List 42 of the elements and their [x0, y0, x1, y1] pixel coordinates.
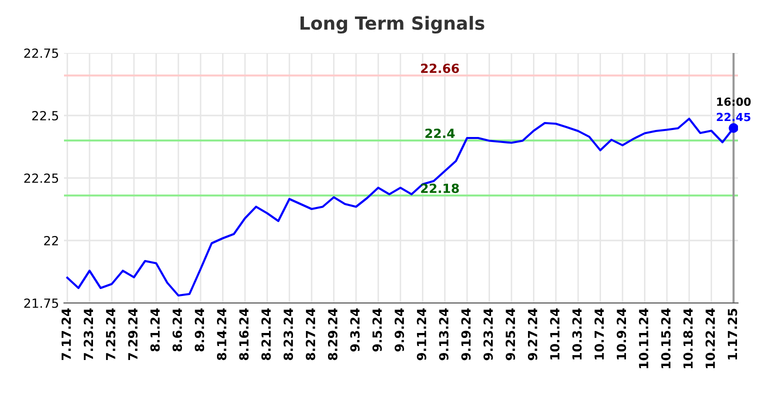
x-tick-label: 10.18.24: [683, 308, 693, 368]
y-tick-label: 22.75: [24, 48, 58, 58]
x-tick-label: 7.29.24: [128, 308, 138, 360]
x-tick-label: 9.13.24: [439, 308, 448, 360]
ref-line-label: 22.66: [421, 64, 459, 74]
x-tick-label: 9.19.24: [461, 308, 471, 360]
x-tick-label: 8.16.24: [239, 308, 249, 360]
chart-title: Long Term Signals: [300, 16, 484, 34]
x-tick-label: 1.17.25: [728, 308, 738, 360]
x-tick-label: 10.15.24: [661, 308, 671, 368]
x-tick-label: 9.27.24: [528, 308, 538, 360]
x-tick-label: 7.23.24: [84, 308, 94, 360]
x-tick-label: 8.23.24: [284, 308, 294, 360]
annotation: 16:00: [717, 98, 751, 106]
y-tick-label: 21.75: [24, 298, 58, 308]
x-tick-label: 9.23.24: [483, 308, 493, 360]
x-tick-label: 8.14.24: [216, 308, 226, 360]
x-tick-label: 10.9.24: [616, 308, 626, 360]
x-tick-label: 10.11.24: [638, 308, 648, 368]
x-tick-label: 8.9.24: [194, 308, 204, 352]
x-tick-label: 9.11.24: [416, 308, 426, 360]
y-tick-label: 22.25: [24, 173, 58, 183]
y-tick-label: 22: [44, 236, 58, 246]
x-tick-label: 10.3.24: [572, 308, 582, 360]
x-tick-label: 9.25.24: [506, 308, 516, 360]
x-tick-label: 8.6.24: [172, 308, 182, 352]
x-tick-label: 8.1.24: [150, 308, 160, 352]
x-tick-label: 9.5.24: [372, 308, 382, 352]
y-tick-label: 22.5: [32, 110, 58, 120]
x-tick-label: 8.27.24: [306, 308, 316, 360]
x-tick-label: 7.17.24: [62, 308, 71, 360]
ref-line-label: 22.18: [421, 184, 459, 194]
x-tick-label: 7.25.24: [106, 308, 116, 360]
x-tick-label: 10.1.24: [550, 308, 560, 360]
annotation: 22.45: [716, 112, 750, 122]
x-tick-label: 9.9.24: [394, 308, 404, 352]
x-tick-label: 8.29.24: [328, 308, 338, 360]
x-tick-label: 10.7.24: [594, 308, 604, 360]
x-tick-label: 10.22.24: [706, 308, 715, 368]
ref-line-label: 22.4: [425, 128, 455, 138]
x-tick-label: 8.21.24: [261, 308, 271, 360]
x-tick-label: 9.3.24: [350, 308, 360, 352]
